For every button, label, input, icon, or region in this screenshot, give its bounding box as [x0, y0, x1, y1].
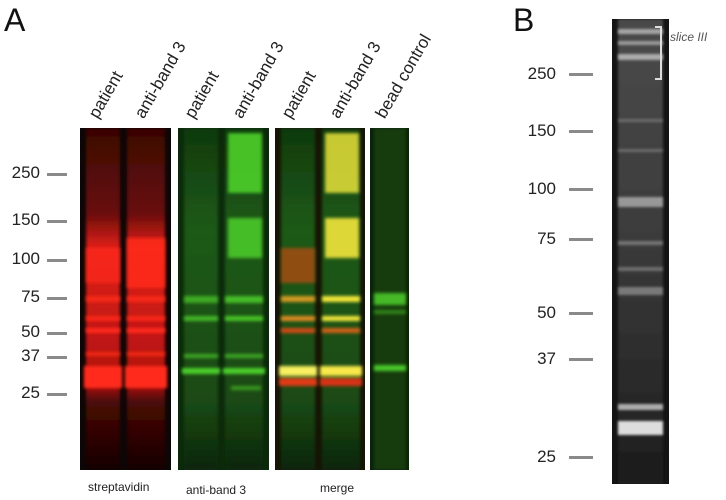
mw-label-150-a: 150 — [11, 210, 40, 229]
mw-tick-100-b — [569, 188, 593, 191]
caption-merge: merge — [320, 481, 355, 495]
mw-label-100-a: 100 — [11, 249, 40, 268]
mw-label-250-b: 250 — [527, 64, 556, 83]
mw-tick-50-a — [47, 332, 67, 335]
mw-label-150-b: 150 — [527, 121, 556, 140]
mw-label-250-a: 250 — [11, 163, 40, 182]
blot-bead-control — [370, 128, 409, 470]
mw-label-50-b: 50 — [537, 303, 556, 322]
blot-merge — [275, 128, 365, 470]
mw-label-75-a: 75 — [21, 287, 40, 306]
blot-streptavidin — [80, 128, 171, 470]
mw-tick-150-b — [569, 130, 593, 133]
panel-b-letter: B — [513, 2, 535, 38]
lane-label-patient-3: patient — [277, 67, 320, 122]
mw-label-25-b: 25 — [537, 447, 556, 466]
panel-a-letter: A — [4, 2, 26, 38]
mw-tick-75-b — [569, 238, 593, 241]
mw-label-37-b: 37 — [537, 349, 556, 368]
slice-label: slice III — [670, 30, 708, 44]
mw-tick-37-a — [47, 356, 67, 359]
mw-tick-25-a — [47, 393, 67, 396]
blot-anti-band3 — [178, 128, 269, 470]
mw-label-50-a: 50 — [21, 322, 40, 341]
mw-label-37-a: 37 — [21, 346, 40, 365]
mw-tick-37-b — [569, 358, 593, 361]
slice-bracket — [655, 26, 662, 80]
mw-tick-25-b — [569, 456, 593, 459]
lane-label-bead-control: bead control — [371, 30, 435, 122]
mw-label-25-a: 25 — [21, 383, 40, 402]
mw-tick-50-b — [569, 312, 593, 315]
caption-anti-band3: anti-band 3 — [186, 483, 247, 497]
caption-streptavidin: streptavidin — [88, 480, 150, 494]
mw-tick-100-a — [47, 259, 67, 262]
mw-tick-250-b — [569, 73, 593, 76]
mw-tick-250-a — [47, 173, 67, 176]
mw-label-100-b: 100 — [527, 179, 556, 198]
mw-tick-75-a — [47, 297, 67, 300]
gel-lane-b — [612, 19, 669, 484]
mw-label-75-b: 75 — [537, 229, 556, 248]
lane-label-patient-2: patient — [180, 67, 223, 122]
lane-label-patient-1: patient — [84, 67, 127, 122]
mw-tick-150-a — [47, 220, 67, 223]
